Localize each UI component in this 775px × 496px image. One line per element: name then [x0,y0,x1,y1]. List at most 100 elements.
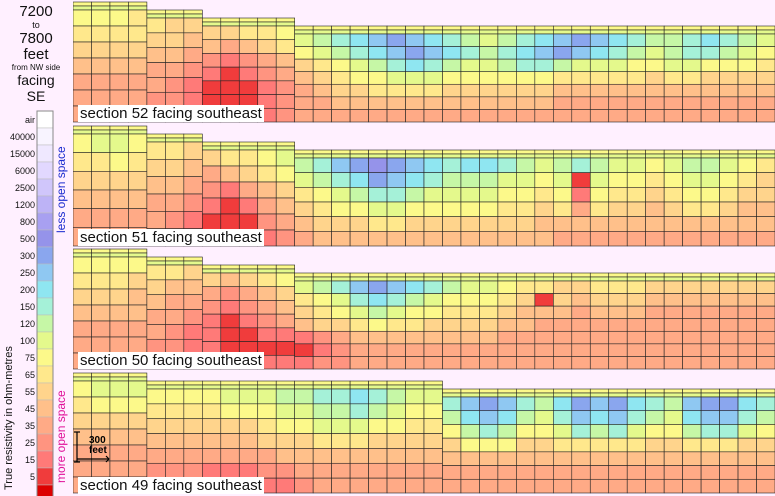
resistivity-cell [257,327,277,342]
resistivity-cell [700,201,720,217]
legend-tick-label: 5 [30,472,35,482]
surface-cell [128,372,148,378]
resistivity-cell [700,96,720,110]
resistivity-cell [146,264,166,281]
resistivity-cell [571,437,591,453]
resistivity-cell [91,9,111,27]
resistivity-cell [386,462,406,479]
resistivity-cell [275,107,295,123]
resistivity-cell [589,216,610,232]
resistivity-cell [91,412,111,430]
resistivity-cell [756,71,775,85]
resistivity-cell [608,109,628,123]
legend-border [36,110,54,496]
surface-cell [571,149,591,155]
resistivity-cell [405,109,425,123]
resistivity-cell [294,418,314,434]
resistivity-cell [202,39,222,54]
resistivity-cell [91,336,111,354]
resistivity-cell [737,451,757,466]
resistivity-cell [497,343,517,357]
resistivity-cell [479,356,499,370]
resistivity-cell [682,424,702,439]
resistivity-cell [460,343,480,357]
resistivity-cell [109,256,129,274]
resistivity-cell [719,157,739,173]
resistivity-cell [331,187,351,203]
resistivity-cell [571,465,591,480]
resistivity-cell [349,157,369,173]
resistivity-cell [626,451,646,466]
resistivity-cell [663,330,683,345]
resistivity-cell [294,172,314,188]
resistivity-cell [275,448,295,464]
surface-cell [405,380,425,386]
surface-cell [700,392,720,398]
resistivity-cell [257,53,277,68]
resistivity-cell [516,201,536,217]
resistivity-cell [128,336,148,354]
resistivity-cell [719,33,739,47]
surface-cell [497,149,517,155]
resistivity-cell [312,231,332,247]
resistivity-cell [238,213,259,231]
surface-cell [128,5,148,11]
resistivity-cell [442,58,462,73]
resistivity-cell [719,356,739,370]
resistivity-cell [497,71,517,85]
legend-tick-label: 250 [20,268,35,278]
resistivity-cell [756,280,775,294]
legend-swatch [36,450,54,469]
resistivity-cell [73,25,92,43]
resistivity-cell [368,388,388,405]
surface-cell [423,25,443,31]
resistivity-cell [294,403,314,420]
resistivity-cell [220,327,240,342]
resistivity-cell [349,71,369,85]
resistivity-cell [534,356,554,370]
resistivity-cell [128,41,148,59]
resistivity-cell [497,437,517,453]
resistivity-cell [497,318,517,332]
resistivity-cell [571,293,591,307]
resistivity-cell [700,280,720,294]
scale-bar-unit: feet [89,445,107,456]
surface-cell [220,145,240,151]
resistivity-cell [737,157,757,173]
resistivity-cell [737,478,757,494]
resistivity-cell [589,96,610,110]
resistivity-cell [312,462,332,479]
resistivity-cell [534,293,554,307]
surface-cell [608,149,628,155]
resistivity-cell [386,403,406,420]
resistivity-cell [73,41,92,59]
resistivity-cell [294,58,314,73]
resistivity-cell [405,96,425,110]
resistivity-cell [312,33,332,47]
resistivity-cell [516,58,536,73]
resistivity-cell [571,216,591,232]
resistivity-cell [553,46,573,60]
resistivity-cell [386,46,406,60]
legend-tick-label: 100 [20,336,35,346]
surface-cell [423,276,443,282]
resistivity-cell [91,320,111,338]
resistivity-cell [663,109,683,123]
surface-cell [534,392,554,398]
surface-cell [349,276,369,282]
resistivity-cell [423,305,443,320]
resistivity-cell [423,343,443,357]
resistivity-cell [294,96,314,110]
resistivity-cell [91,304,111,322]
surface-cell [128,1,148,7]
resistivity-cell [312,46,332,60]
surface-cell [645,272,665,278]
surface-cell [460,272,480,278]
resistivity-cell [220,313,240,329]
resistivity-cell [700,343,720,357]
resistivity-cell [608,305,628,320]
resistivity-cell [553,33,573,47]
surface-cell [571,153,591,159]
resistivity-cell [386,83,406,98]
surface-cell [516,388,536,394]
